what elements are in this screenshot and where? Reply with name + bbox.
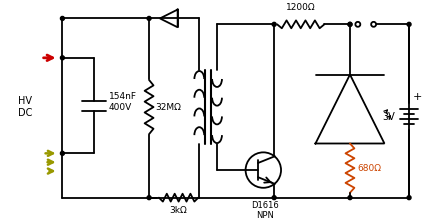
Circle shape xyxy=(348,22,352,26)
Circle shape xyxy=(60,56,64,60)
Text: 3V: 3V xyxy=(382,112,395,122)
Circle shape xyxy=(60,151,64,155)
Text: 32MΩ: 32MΩ xyxy=(155,103,181,112)
Text: HV
DC: HV DC xyxy=(18,96,32,118)
Circle shape xyxy=(147,196,151,200)
Circle shape xyxy=(147,17,151,20)
Text: +: + xyxy=(413,92,423,102)
Circle shape xyxy=(407,22,411,26)
Circle shape xyxy=(348,22,352,26)
Circle shape xyxy=(272,22,276,26)
Text: 1200Ω: 1200Ω xyxy=(286,3,316,12)
Circle shape xyxy=(348,196,352,200)
Text: 680Ω: 680Ω xyxy=(358,164,382,173)
Circle shape xyxy=(407,196,411,200)
Circle shape xyxy=(272,196,276,200)
Text: 3kΩ: 3kΩ xyxy=(170,206,187,215)
Circle shape xyxy=(355,22,361,27)
Circle shape xyxy=(60,17,64,20)
Text: 154nF
400V: 154nF 400V xyxy=(109,92,137,112)
Circle shape xyxy=(371,22,376,27)
Text: D1616
NPN: D1616 NPN xyxy=(251,201,279,220)
